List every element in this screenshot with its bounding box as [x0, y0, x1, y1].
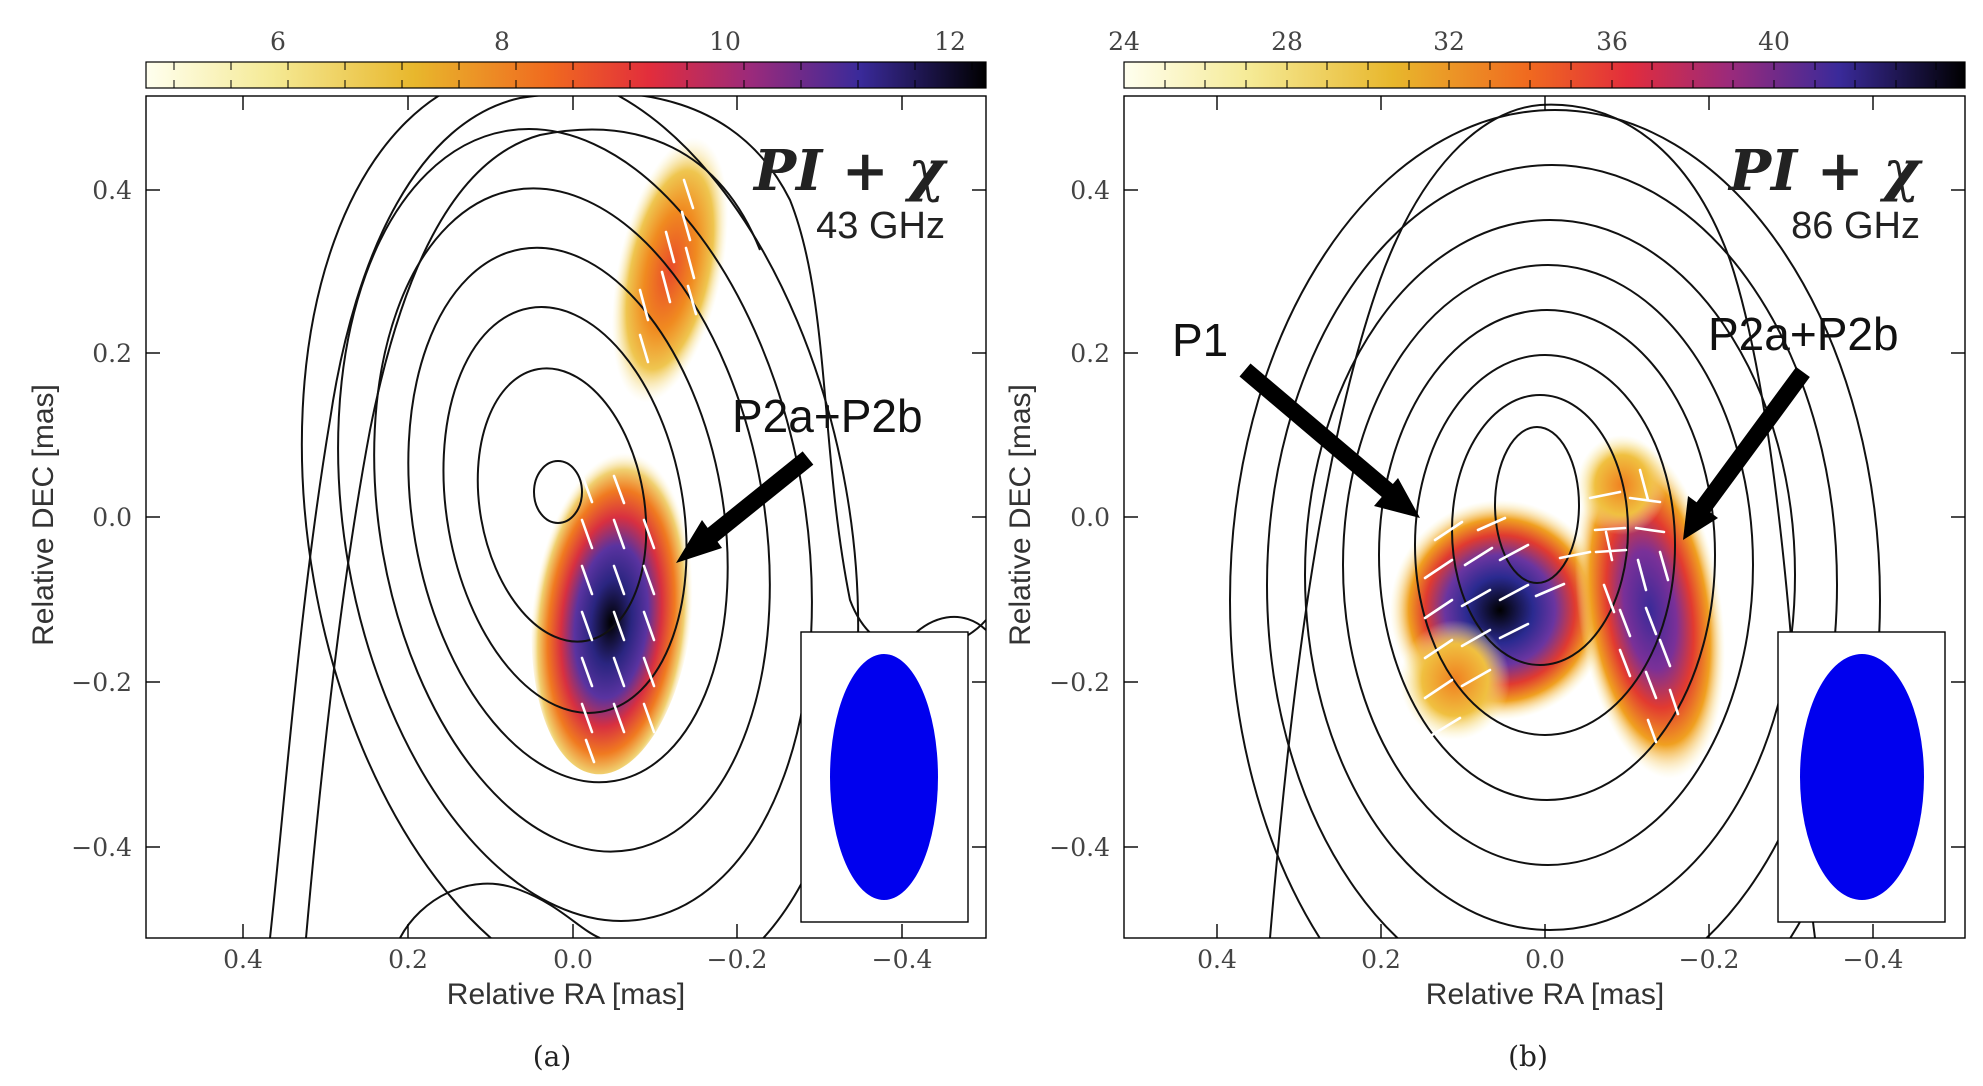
colorbar-b-tick-label: 32 [1433, 27, 1465, 56]
ra-tick-label-b: 0.2 [1361, 945, 1401, 974]
beam-ellipse-a [830, 654, 938, 900]
caption-b: (b) [1508, 1040, 1548, 1073]
colorbar-b-tick-label: 28 [1271, 27, 1303, 56]
panel-a: 6 8 10 12 [27, 27, 987, 1073]
arrow-b-p2-head [1683, 496, 1718, 540]
dec-tick-label-a: −0.2 [71, 668, 132, 697]
dec-tick-label-b: −0.4 [1049, 833, 1110, 862]
annotation-a-p2: P2a+P2b [732, 390, 923, 442]
colorbar-a-ticks [173, 62, 973, 88]
dec-tick-label-a: 0.4 [92, 176, 132, 205]
colorbar-b-tick-label: 40 [1758, 27, 1790, 56]
arrow-b-p1-head [1374, 478, 1420, 518]
ra-tick-label-b: 0.0 [1525, 945, 1565, 974]
arrow-b-p1 [1239, 363, 1401, 504]
colorbar-b-ticks [1164, 62, 1937, 88]
colorbar-a [145, 61, 987, 89]
colorbar-b-tick-label: 24 [1108, 27, 1140, 56]
dec-tick-label-b: 0.4 [1070, 176, 1110, 205]
annotation-b-p2: P2a+P2b [1708, 308, 1899, 360]
pi-blob-b-p1-tail [1400, 620, 1510, 740]
ra-tick-label-b: −0.4 [1843, 945, 1904, 974]
dec-tick-label-a: 0.0 [92, 503, 132, 532]
arrow-a-p2 [694, 451, 814, 552]
colorbar-b [1123, 61, 1966, 89]
panel-label-b: PI + χ [1727, 138, 1923, 204]
ra-tick-label-a: 0.4 [223, 945, 263, 974]
frequency-label-a: 43 GHz [816, 205, 945, 247]
ra-tick-label-a: −0.2 [707, 945, 768, 974]
dec-tick-label-a: 0.2 [92, 339, 132, 368]
colorbar-a-tick-label: 6 [270, 27, 286, 56]
annotation-b-p1: P1 [1172, 314, 1228, 366]
axis-ticks-a [146, 96, 986, 938]
arrow-a-p2-head [676, 520, 722, 563]
dec-tick-label-a: −0.4 [71, 833, 132, 862]
colorbar-b-tick-label: 36 [1596, 27, 1628, 56]
ra-tick-label-a: 0.0 [553, 945, 593, 974]
dec-tick-label-b: 0.0 [1070, 503, 1110, 532]
ra-tick-label-b: −0.2 [1679, 945, 1740, 974]
ra-tick-label-a: 0.2 [388, 945, 428, 974]
colorbar-a-tick-label: 10 [709, 27, 741, 56]
panel-label-a: PI + χ [752, 138, 948, 204]
y-axis-title-a: Relative DEC [mas] [27, 384, 60, 646]
colorbar-a-tick-label: 12 [934, 27, 966, 56]
pi-blob-a-core [531, 435, 695, 775]
evpa-vectors-b [1423, 468, 1680, 744]
panel-b: 24 28 32 36 40 [1004, 27, 1966, 1073]
dec-tick-label-b: 0.2 [1070, 339, 1110, 368]
x-axis-title-a: Relative RA [mas] [447, 978, 685, 1011]
caption-a: (a) [533, 1040, 572, 1073]
arrow-b-p2 [1693, 366, 1810, 518]
ra-tick-label-b: 0.4 [1197, 945, 1237, 974]
frequency-label-b: 86 GHz [1791, 205, 1920, 247]
x-axis-title-b: Relative RA [mas] [1426, 978, 1664, 1011]
ra-tick-label-a: −0.4 [872, 945, 933, 974]
dec-tick-label-b: −0.2 [1049, 668, 1110, 697]
axis-ticks-b [1124, 96, 1965, 938]
evpa-vectors-a [580, 178, 698, 764]
beam-ellipse-b [1800, 654, 1924, 900]
y-axis-title-b: Relative DEC [mas] [1004, 384, 1037, 646]
colorbar-a-tick-label: 8 [494, 27, 510, 56]
